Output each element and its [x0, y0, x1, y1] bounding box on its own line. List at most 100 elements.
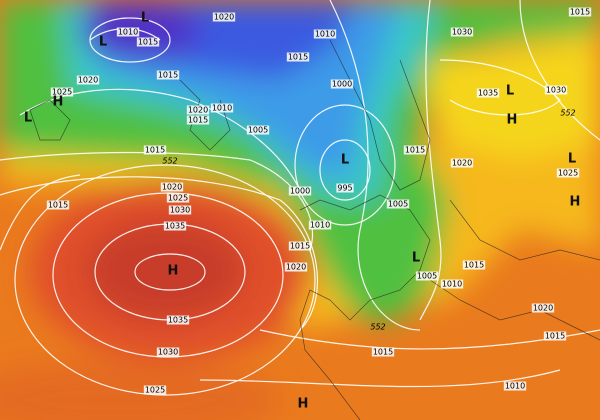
- isobar-label-bg: [450, 27, 474, 37]
- isobar-label-bg: [166, 315, 190, 325]
- isobar-label: 1010: [315, 30, 335, 39]
- height-label: 552: [370, 323, 385, 332]
- isobar-label: 1020: [214, 13, 234, 22]
- isobar-label-bg: [403, 145, 427, 155]
- isobar-label-bg: [568, 7, 592, 17]
- isobar-label: 1015: [373, 348, 393, 357]
- isobar-label: 1015: [290, 242, 310, 251]
- isobar-label: 1035: [168, 316, 188, 325]
- isobar-label-bg: [246, 125, 270, 135]
- isobar-label: 1005: [388, 200, 408, 209]
- isobar-label: 1010: [212, 104, 232, 113]
- isobar-label-bg: [166, 193, 190, 203]
- isobar-label: 1015: [138, 38, 158, 47]
- isobar-label: 1020: [162, 183, 182, 192]
- isobar-label-bg: [386, 199, 410, 209]
- isobar-label: 1030: [158, 348, 178, 357]
- isobar-label: 1005: [248, 126, 268, 135]
- pressure-center: L: [141, 11, 149, 26]
- isobar-label-bg: [288, 241, 312, 251]
- isobar-label-bg: [186, 115, 210, 125]
- isobar-label-bg: [284, 262, 308, 272]
- isobar-label-bg: [143, 145, 167, 155]
- isobar-label-bg: [336, 183, 354, 193]
- isobar-label: 1010: [442, 280, 462, 289]
- coastlines: [29, 39, 600, 420]
- isobar-label: 1015: [405, 146, 425, 155]
- isobar-label-bg: [143, 385, 167, 395]
- isobar-label-bg: [440, 279, 464, 289]
- isobar-label: 1020: [78, 76, 98, 85]
- isobar-label: 1025: [145, 386, 165, 395]
- isobar-label: 1015: [545, 332, 565, 341]
- isobar-label-bg: [531, 303, 555, 313]
- isobar-label: 1015: [288, 53, 308, 62]
- pressure-center: L: [568, 152, 576, 167]
- isobar-label-bg: [544, 85, 568, 95]
- isobar-label: 1035: [165, 222, 185, 231]
- isobar-label-bg: [286, 52, 310, 62]
- isobar-label-bg: [288, 186, 312, 196]
- isobar-label: 1015: [188, 116, 208, 125]
- pressure-center: L: [506, 84, 514, 99]
- isobar-label-bg: [136, 37, 160, 47]
- isobar-label: 1025: [168, 194, 188, 203]
- isobar-label: 1020: [452, 159, 472, 168]
- isobar-label: 1000: [290, 187, 310, 196]
- pressure-center: L: [24, 111, 32, 126]
- isobar-label-bg: [156, 70, 180, 80]
- height-label: 552: [162, 157, 177, 166]
- isobar-label: 1030: [170, 206, 190, 215]
- isobar-label: 1020: [533, 304, 553, 313]
- isobar-label: 1035: [478, 89, 498, 98]
- isobar-label-bg: [450, 158, 474, 168]
- isobar-label-bg: [543, 331, 567, 341]
- isobar-label: 1010: [505, 382, 525, 391]
- isobar-label-bg: [556, 168, 580, 178]
- isobar-label-bg: [212, 12, 236, 22]
- isobar-label-bg: [76, 75, 100, 85]
- isobar-label-bg: [371, 347, 395, 357]
- isobar-label-bg: [462, 260, 486, 270]
- pressure-center: H: [570, 195, 581, 210]
- isobar-label-bg: [503, 381, 527, 391]
- isobar-label: 1000: [332, 80, 352, 89]
- isobar-label: 1015: [158, 71, 178, 80]
- isobar-label-bg: [46, 200, 70, 210]
- isobar-label: 1020: [188, 106, 208, 115]
- isobar-label-bg: [160, 182, 184, 192]
- pressure-center: L: [341, 153, 349, 168]
- isobar-label-bg: [186, 105, 210, 115]
- isobar-label-bg: [168, 205, 192, 215]
- isobar-label: 1025: [558, 169, 578, 178]
- isobar-label: 1015: [570, 8, 590, 17]
- isobar-label: 1015: [48, 201, 68, 210]
- isobar-label-bg: [116, 27, 140, 37]
- height-label: 552: [560, 109, 575, 118]
- isobar-label-bg: [163, 221, 187, 231]
- isobar-label: 1015: [464, 261, 484, 270]
- isobar-label-bg: [156, 347, 180, 357]
- pressure-center: H: [298, 397, 309, 412]
- isobar-label: 995: [337, 184, 352, 193]
- isobar-label: 1015: [145, 146, 165, 155]
- pressure-center: L: [412, 251, 420, 266]
- pressure-center: L: [99, 35, 107, 50]
- isobar-label-bg: [476, 88, 500, 98]
- pressure-center: H: [168, 264, 179, 279]
- isobar-label: 1030: [546, 86, 566, 95]
- isobar-label: 1025: [52, 88, 72, 97]
- isobar-label: 1030: [452, 28, 472, 37]
- isobar-label: 1020: [286, 263, 306, 272]
- pressure-center: H: [53, 95, 64, 110]
- isobar-label: 1005: [417, 272, 437, 281]
- isobar-label: 1010: [118, 28, 138, 37]
- isobar-label-bg: [50, 87, 74, 97]
- isobar-label-bg: [330, 79, 354, 89]
- isobar-label-bg: [210, 103, 234, 113]
- isobar-label-bg: [415, 271, 439, 281]
- isobar-label: 1010: [310, 221, 330, 230]
- isobar-label-bg: [308, 220, 332, 230]
